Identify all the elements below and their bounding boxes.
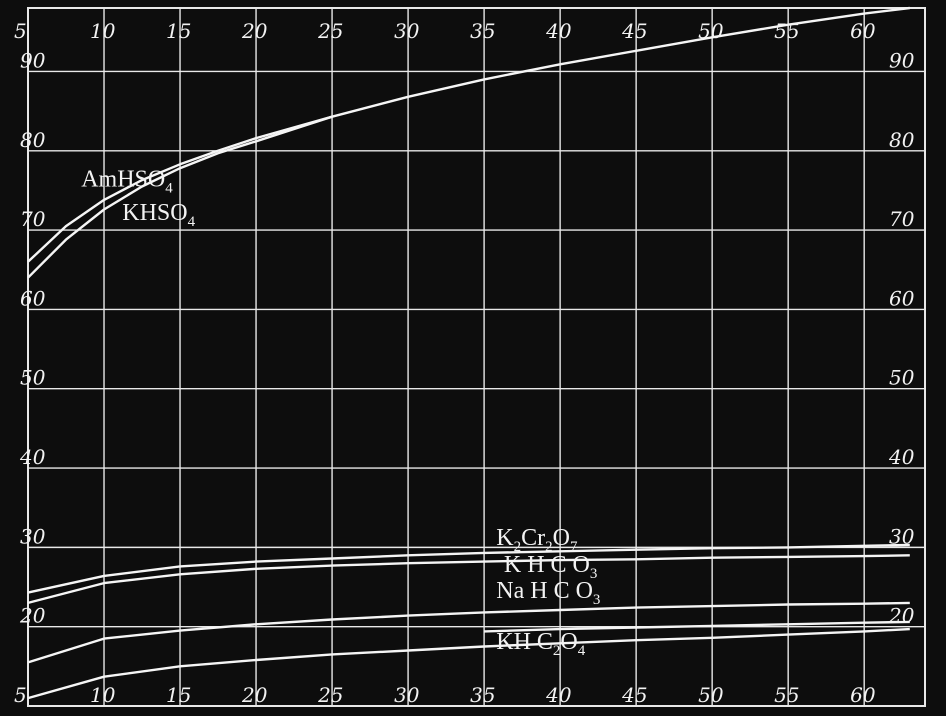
x-tick-label-top-60: 60 xyxy=(850,19,876,43)
series-label-part: 2 xyxy=(553,643,561,659)
x-tick-label-top-20: 20 xyxy=(241,19,268,43)
y-tick-label-left-40: 40 xyxy=(19,445,46,469)
series-label-part: 4 xyxy=(188,214,196,230)
series-label-part: 3 xyxy=(590,566,598,582)
y-tick-label-right-40: 40 xyxy=(888,445,915,469)
x-tick-label-bottom-30: 30 xyxy=(394,683,420,707)
y-tick-label-right-70: 70 xyxy=(889,207,915,231)
x-tick-label-top-15: 15 xyxy=(166,19,191,43)
series-label-part: 4 xyxy=(165,180,173,196)
series-label-part: 2 xyxy=(545,539,553,555)
series-label-part: K xyxy=(496,525,514,551)
series-label-part: KH C xyxy=(496,629,553,655)
series-label-part: 2 xyxy=(514,539,522,555)
x-tick-label-bottom-60: 60 xyxy=(850,683,876,707)
y-tick-label-left-30: 30 xyxy=(20,524,46,548)
series-label-khc2o4: KH C2O4 xyxy=(496,629,586,659)
x-tick-label-bottom-55: 55 xyxy=(774,683,799,707)
y-tick-label-left-20: 20 xyxy=(19,604,46,628)
series-label-nahco3: Na H C O3 xyxy=(496,578,600,608)
y-tick-label-left-80: 80 xyxy=(20,128,46,152)
series-label-part: KHSO xyxy=(122,200,187,226)
x-tick-label-bottom-35: 35 xyxy=(470,683,495,707)
series-line-nahco3 xyxy=(27,601,910,664)
series-label-part: Na H C O xyxy=(496,578,593,604)
series-label-part: 3 xyxy=(593,592,601,608)
series-line-khc2o4 xyxy=(27,627,910,700)
tick-labels: 5510101515202025253030353540404545505055… xyxy=(14,19,915,707)
series-label-part: 7 xyxy=(570,539,578,555)
y-tick-label-left-90: 90 xyxy=(20,48,46,72)
series-label-khso4: KHSO4 xyxy=(122,200,195,230)
x-tick-label-top-25: 25 xyxy=(317,19,343,43)
y-tick-label-right-50: 50 xyxy=(889,366,915,390)
series-line-khco3 xyxy=(27,554,910,605)
x-tick-label-bottom-10: 10 xyxy=(90,683,116,707)
series-line-unlabeled-6 xyxy=(484,620,910,633)
y-tick-label-left-60: 60 xyxy=(20,286,46,310)
series-label-part: O xyxy=(560,629,577,655)
series-line-amhso4 xyxy=(27,6,910,263)
series-label-k2cr2o7: K2Cr2O7 xyxy=(496,525,578,555)
x-tick-label-bottom-25: 25 xyxy=(317,683,343,707)
y-tick-label-left-70: 70 xyxy=(20,207,46,231)
y-tick-label-right-80: 80 xyxy=(889,128,915,152)
x-tick-label-bottom-5: 5 xyxy=(14,683,27,707)
y-tick-label-right-20: 20 xyxy=(888,604,915,628)
y-tick-label-right-90: 90 xyxy=(889,48,915,72)
grid xyxy=(27,7,926,707)
series-label-amhso4: AmHSO4 xyxy=(81,166,173,196)
series-label-khco3: K H C O3 xyxy=(504,552,598,582)
y-tick-label-left-50: 50 xyxy=(20,366,46,390)
x-tick-label-top-10: 10 xyxy=(90,19,116,43)
x-tick-label-bottom-50: 50 xyxy=(698,683,724,707)
series-label-part: Cr xyxy=(521,525,545,551)
series-line-khso4 xyxy=(27,115,333,279)
y-tick-label-right-60: 60 xyxy=(889,286,915,310)
series-label-part: K H C O xyxy=(504,552,590,578)
series-label-part: O xyxy=(553,525,570,551)
x-tick-label-bottom-45: 45 xyxy=(621,683,647,707)
x-tick-label-bottom-40: 40 xyxy=(545,683,572,707)
x-tick-label-top-45: 45 xyxy=(621,19,647,43)
x-tick-label-top-30: 30 xyxy=(394,19,420,43)
series-line-k2cr2o7 xyxy=(27,543,910,594)
x-tick-label-bottom-20: 20 xyxy=(241,683,268,707)
x-tick-label-top-35: 35 xyxy=(470,19,495,43)
series-label-part: AmHSO xyxy=(81,166,165,192)
x-tick-label-bottom-15: 15 xyxy=(166,683,191,707)
x-tick-label-top-5: 5 xyxy=(14,19,27,43)
series-curves xyxy=(27,6,910,700)
x-tick-label-top-40: 40 xyxy=(545,19,572,43)
series-label-part: 4 xyxy=(578,643,586,659)
